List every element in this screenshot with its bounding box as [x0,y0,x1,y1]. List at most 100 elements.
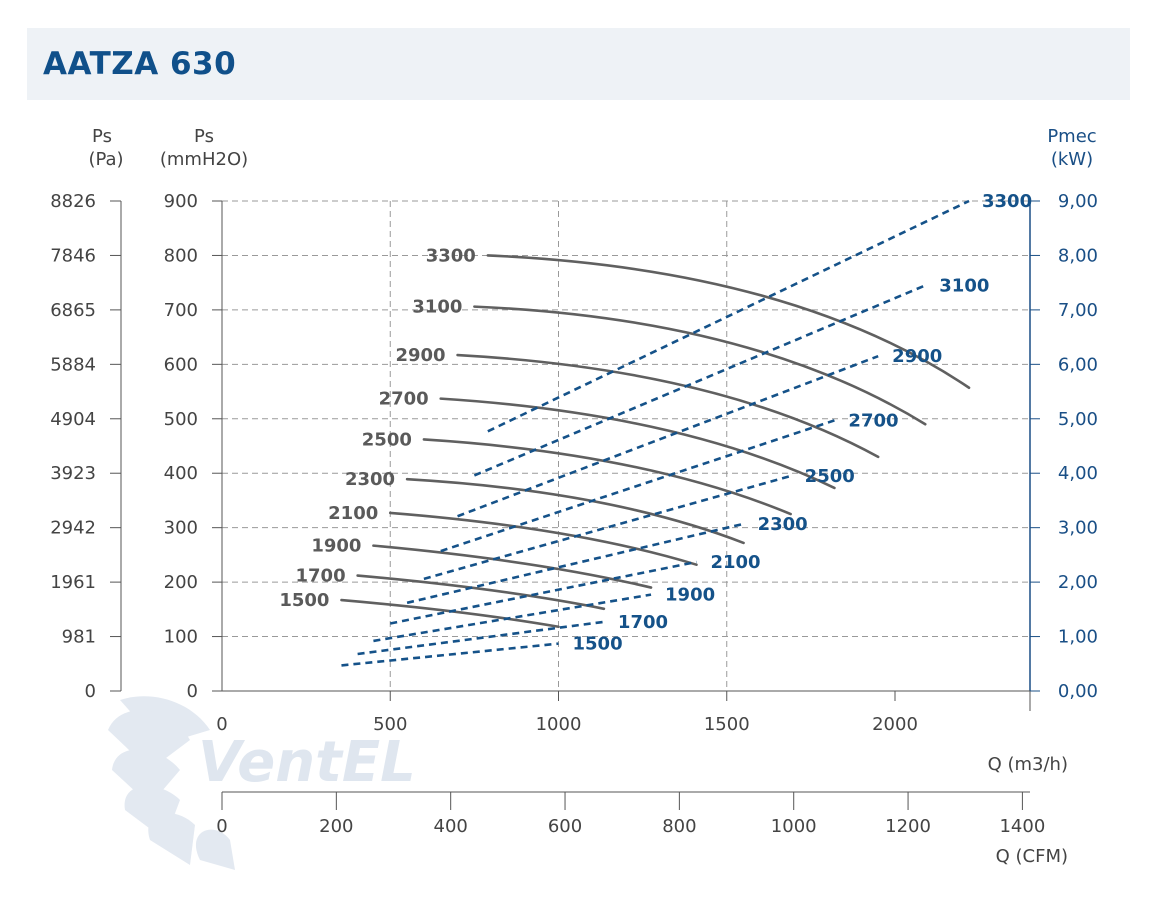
cfm-tick-label: 1000 [771,816,817,837]
power-curve-1900 [373,593,652,643]
power-curve-1700 [357,620,605,656]
watermark-text: VentEL [198,730,416,795]
cfm-ticks: 0 200 400 600 800 1000 1200 1400 [216,792,1045,837]
pa-tick-label: 6865 [50,300,96,321]
power-curve-2300 [406,522,744,605]
kw-tick-label: 2,00 [1058,572,1098,593]
x-tick-label: 500 [373,714,407,735]
power-curve-2700 [440,419,835,553]
mm-tick-label: 600 [164,354,198,375]
pa-axis-unit: (Pa) [88,149,123,170]
power-curve-2100 [389,560,697,625]
pressure-curve-label: 2300 [345,469,395,490]
mm-tick-label: 300 [164,518,198,539]
mm-tick-label: 800 [164,245,198,266]
power-curve-label: 3100 [939,275,989,296]
power-curve-label: 1900 [665,585,715,606]
x-tick-label: 2000 [872,714,918,735]
pressure-curve-label: 2100 [328,503,378,524]
pressure-curve-label: 3300 [426,245,476,266]
pa-tick-label: 4904 [50,409,96,430]
power-curve-label: 2900 [892,346,942,367]
power-curve-1500 [341,642,559,667]
pa-tick-label: 0 [85,681,96,702]
pa-tick-label: 981 [62,627,96,648]
pressure-curve-label: 3100 [412,297,462,318]
mm-tick-label: 900 [164,191,198,212]
pa-ticks: 0 981 1961 2942 3923 4904 5884 6865 7846 8826 [50,191,121,702]
x-tick-label: 1500 [704,714,750,735]
pa-tick-label: 2942 [50,518,96,539]
cfm-tick-label: 1200 [885,816,931,837]
pa-tick-label: 3923 [50,463,96,484]
mm-tick-label: 200 [164,572,198,593]
x-tick-label: 1000 [536,714,582,735]
mm-axis-name: Ps [194,126,214,147]
power-curve-2500 [423,474,792,581]
fan-blade-logo-icon [108,696,235,870]
power-curve-label: 3300 [982,191,1032,212]
kw-tick-label: 3,00 [1058,518,1098,539]
pressure-curve-2900 [456,353,880,459]
power-curve-label: 1700 [618,612,668,633]
pressure-curve-3100 [473,305,927,426]
pressure-curve-label: 2900 [395,345,445,366]
kw-tick-label: 1,00 [1058,627,1098,648]
cfm-tick-label: 0 [216,816,227,837]
mm-axis-unit: (mmH2O) [160,149,248,170]
pressure-curve-label: 1900 [311,536,361,557]
kw-tick-label: 4,00 [1058,463,1098,484]
pressure-curve-2500 [422,438,792,516]
horizontal-gridlines [222,200,1030,638]
pressure-curve-label: 2700 [379,389,429,410]
cfm-tick-label: 800 [662,816,696,837]
pa-axis-name: Ps [92,126,112,147]
mm-ticks: 0 100 200 300 400 500 600 700 800 900 [164,191,222,702]
pa-tick-label: 7846 [50,245,96,266]
kw-tick-label: 8,00 [1058,245,1098,266]
series-labels: 1500 1700 1900 2100 2300 2500 2700 2900 3100 3300… [279,191,1032,655]
power-curve-label: 2100 [710,552,760,573]
pa-tick-label: 5884 [50,354,96,375]
ventel-logo: VentEL [108,696,416,870]
mm-tick-label: 700 [164,300,198,321]
mm-tick-label: 400 [164,463,198,484]
kw-tick-label: 7,00 [1058,300,1098,321]
kw-axis-name: Pmec [1047,126,1096,147]
pressure-curve-2700 [439,397,836,490]
power-curve-2900 [457,354,879,518]
power-curves [341,199,970,667]
power-curve-label: 2300 [758,514,808,535]
power-curve-label: 2500 [805,466,855,487]
mm-tick-label: 100 [164,627,198,648]
cfm-tick-label: 600 [548,816,582,837]
title-bar: AATZA 630 [27,28,1130,100]
cfm-tick-label: 400 [434,816,468,837]
pressure-curve-1500 [340,598,560,629]
power-curve-label: 2700 [848,410,898,431]
kw-axis-unit: (kW) [1051,149,1093,170]
pressure-curve-1700 [356,574,606,611]
vertical-gridlines [389,201,728,691]
kw-tick-label: 9,00 [1058,191,1098,212]
chart-title: AATZA 630 [43,46,237,82]
cfm-tick-label: 200 [319,816,353,837]
pressure-curve-label: 2500 [362,429,412,450]
kw-tick-label: 5,00 [1058,409,1098,430]
pressure-curve-label: 1500 [279,590,329,611]
power-curve-3300 [487,199,970,433]
x-axis-label: Q (m3/h) [988,754,1068,775]
pa-tick-label: 1961 [50,572,96,593]
pa-tick-label: 8826 [50,191,96,212]
pressure-curve-1900 [372,544,653,589]
pressure-curve-2300 [405,477,745,545]
mm-tick-label: 500 [164,409,198,430]
x-tick-label: 0 [216,714,227,735]
pressure-curve-2100 [388,511,698,566]
kw-tick-label: 6,00 [1058,354,1098,375]
kw-ticks: 0,00 1,00 2,00 3,00 4,00 5,00 6,00 7,00 8,00 9,00 [1030,191,1098,702]
power-curve-3100 [473,284,926,477]
cfm-axis-label: Q (CFM) [996,846,1068,867]
pressure-curve-3300 [486,254,971,390]
